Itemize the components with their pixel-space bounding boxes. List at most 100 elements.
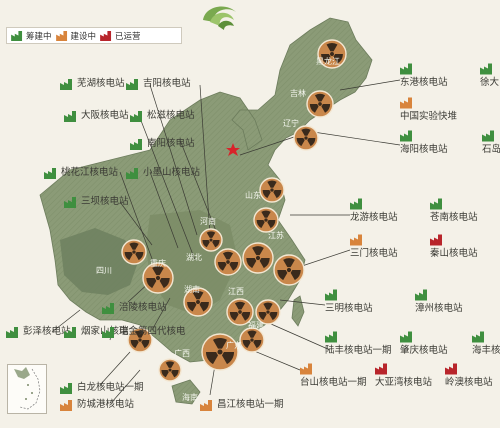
radiation-icon (199, 228, 223, 252)
factory-icon (472, 331, 484, 343)
factory-icon (400, 130, 412, 142)
station-label: 三明核电站 (325, 288, 373, 315)
province-label: 广东 (226, 341, 242, 350)
factory-icon (325, 331, 337, 343)
station-name: 肇庆核电站 (400, 345, 448, 356)
station-name: 瑞金第四代核电 (119, 326, 186, 337)
station-label: 苍南核电站 (430, 197, 478, 224)
station-label: 中国实验快堆 (400, 96, 457, 123)
factory-icon (400, 331, 412, 343)
radiation-icon (214, 248, 242, 276)
station-label: 白龙核电站一期 (60, 382, 144, 394)
radiation-icon (142, 262, 174, 294)
radiation-icon (239, 327, 265, 353)
station-label: 龙游核电站 (350, 197, 398, 224)
station-label: 防城港核电站 (60, 399, 134, 411)
factory-icon (350, 198, 362, 210)
radiation-icon (273, 254, 305, 286)
legend-planned-label: 筹建中 (26, 31, 52, 42)
factory-icon (60, 399, 72, 411)
legend-building-label: 建设中 (70, 31, 97, 42)
station-name: 大阪核电站 (81, 110, 129, 121)
station-label: 东港核电站 (400, 62, 448, 89)
station-name: 吉阳核电站 (143, 78, 191, 89)
station-label: 桃花江核电站 (44, 167, 118, 179)
radiation-icon (158, 358, 182, 382)
radiation-icon (317, 39, 347, 69)
radiation-icon (259, 177, 285, 203)
province-label: 河南 (200, 217, 216, 226)
station-label: 大阪核电站 (64, 110, 129, 122)
factory-icon (102, 302, 114, 314)
station-name: 三门核电站 (350, 248, 398, 259)
factory-icon (400, 97, 412, 109)
radiation-icon (226, 298, 254, 326)
station-name: 三坝核电站 (81, 196, 129, 207)
factory-icon (375, 363, 387, 375)
reactor-markers (121, 39, 347, 382)
station-label: 芜湖核电站 (60, 78, 125, 90)
province-label: 福建 (248, 321, 264, 330)
station-label: 漳州核电站 (415, 288, 463, 315)
station-label: 大亚湾核电站 (375, 362, 432, 389)
province-label: 江苏 (268, 231, 284, 240)
factory-icon (44, 167, 56, 179)
radiation-icon (127, 327, 153, 353)
factory-icon (430, 234, 442, 246)
province-label: 重庆 (150, 259, 166, 268)
station-name: 南阳核电站 (147, 138, 195, 149)
station-label: 海丰核 (472, 330, 500, 357)
station-name: 岭澳核电站 (445, 377, 493, 388)
province-label: 四川 (96, 266, 112, 275)
station-name: 白龙核电站一期 (77, 382, 144, 393)
factory-icon (325, 289, 337, 301)
station-label: 涪陵核电站 (102, 302, 167, 314)
factory-icon (430, 198, 442, 210)
factory-icon (130, 110, 142, 122)
station-name: 石岛 (482, 144, 500, 155)
factory-icon (130, 138, 142, 150)
factory-icon (415, 289, 427, 301)
station-label: 石岛 (482, 129, 500, 156)
factory-icon (126, 78, 138, 90)
station-name: 中国实验快堆 (400, 111, 458, 122)
hainan-island (171, 379, 201, 405)
factory-icon (482, 130, 494, 142)
station-name: 台山核电站一期 (300, 377, 367, 388)
province-label: 吉林 (290, 89, 306, 98)
station-name: 陆丰核电站一期 (325, 345, 392, 356)
station-name: 小墨山核电站 (143, 167, 201, 178)
inset-map (14, 367, 41, 410)
legend-planned: 筹建中 (11, 30, 52, 42)
station-name: 桃花江核电站 (61, 167, 119, 178)
station-name: 防城港核电站 (77, 399, 135, 410)
station-name: 三明核电站 (325, 303, 373, 314)
station-label: 彭泽核电站 (6, 326, 71, 338)
station-label: 昌江核电站一期 (200, 399, 284, 411)
station-label: 瑞金第四代核电 (102, 326, 186, 338)
station-label: 松滋核电站 (130, 110, 195, 122)
station-name: 龙游核电站 (350, 212, 398, 223)
capital-star-icon (226, 143, 240, 156)
factory-icon (480, 63, 492, 75)
province-label: 山东 (245, 191, 261, 200)
station-name: 烟家山核电 (81, 326, 129, 337)
radiation-icon (201, 333, 239, 371)
legend: 筹建中 建设中 已运营 (6, 27, 182, 44)
station-label: 烟家山核电 (64, 326, 129, 338)
station-name: 秦山核电站 (430, 248, 478, 259)
station-name: 芜湖核电站 (77, 78, 125, 89)
factory-icon (60, 382, 72, 394)
legend-operating: 已运营 (100, 30, 141, 42)
station-name: 彭泽核电站 (23, 326, 71, 337)
factory-icon (300, 363, 312, 375)
radiation-icon (306, 90, 334, 118)
legend-operating-label: 已运营 (115, 31, 141, 42)
province-label: 辽宁 (283, 119, 299, 128)
station-label: 小墨山核电站 (126, 167, 200, 179)
factory-icon (64, 196, 76, 208)
swirl-logo (203, 6, 236, 30)
factory-icon (200, 399, 212, 411)
legend-building: 建设中 (55, 30, 97, 42)
